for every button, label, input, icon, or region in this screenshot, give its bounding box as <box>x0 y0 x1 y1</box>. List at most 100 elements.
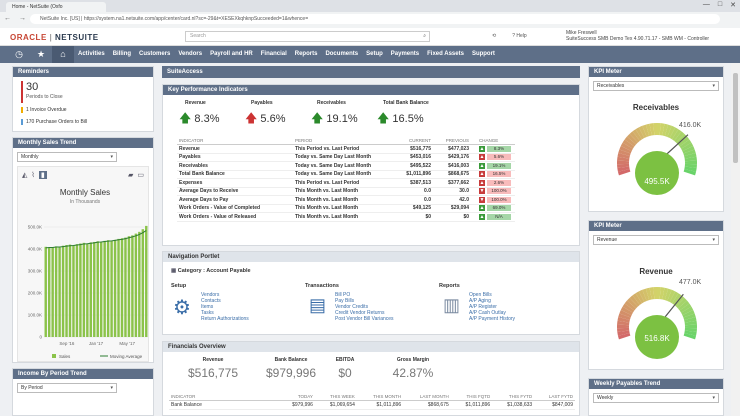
recent-icon[interactable]: ◷ <box>15 49 23 59</box>
reminder-count-label[interactable]: Periods to Close <box>26 94 63 100</box>
nav-link[interactable]: A/P Payment History <box>469 316 516 322</box>
nav-link[interactable]: Tasks <box>201 310 214 316</box>
kpi-headline-value[interactable]: 19.1% <box>326 113 358 125</box>
table-row[interactable]: Average Days to Pay This Month vs. Last M… <box>177 195 515 205</box>
nav-link[interactable]: A/P Register <box>469 304 497 310</box>
col-change: CHANGE <box>471 136 515 145</box>
scrollbar-thumb[interactable] <box>733 73 738 163</box>
bar-chart-icon[interactable]: ▮ <box>38 171 47 179</box>
table-row[interactable]: Payables Today vs. Same Day Last Month $45… <box>177 153 515 162</box>
nav-link[interactable]: Vendor Credits <box>335 304 369 310</box>
chart-view-icon[interactable]: ▰ <box>127 172 134 179</box>
page-scrollbar[interactable] <box>731 63 740 416</box>
nav-link[interactable]: Credit Vendor Returns <box>335 310 385 316</box>
gauge-band <box>669 127 679 140</box>
gauge-band <box>645 287 652 301</box>
kpi-headline-value[interactable]: 16.5% <box>392 113 424 125</box>
browser-tab[interactable]: Home - NetSuite (Oxfo <box>6 2 106 12</box>
metric-value[interactable]: $516,775 <box>187 366 239 380</box>
table-row[interactable]: Work Orders - Value of Completed This Mon… <box>177 204 515 213</box>
line-chart-icon[interactable]: ⌇ <box>31 172 35 179</box>
nav-link[interactable]: Vendors <box>201 292 220 298</box>
area-chart-icon[interactable]: ◭ <box>22 172 28 179</box>
gauge-band <box>682 145 695 154</box>
minimize-icon[interactable]: — <box>702 1 710 8</box>
close-icon[interactable]: ✕ <box>730 2 736 9</box>
nav-vendors[interactable]: Vendors <box>178 51 203 57</box>
gauge-target-label: 416.0K <box>679 122 702 129</box>
kpi-headline-value[interactable]: 8.3% <box>194 113 220 125</box>
nav-documents[interactable]: Documents <box>325 51 359 57</box>
recent-records-icon[interactable]: ⟲ <box>492 33 497 39</box>
user-menu[interactable]: Mike Freswell SuiteSuccess SMB Demo Tex … <box>566 30 709 42</box>
chart-export-icon[interactable]: ▭ <box>137 172 144 179</box>
sales-bar <box>79 243 82 337</box>
monthly-sales-title: Monthly Sales Trend <box>13 138 153 148</box>
oracle-netsuite-logo[interactable]: ORACLE | NETSUITE <box>10 33 99 42</box>
sales-bar <box>138 231 141 337</box>
nav-support[interactable]: Support <box>471 51 495 57</box>
nav-setup[interactable]: Setup <box>366 51 383 57</box>
metric-value[interactable]: 42.87% <box>392 366 434 380</box>
nav-link[interactable]: Post Vendor Bill Variances <box>335 316 394 322</box>
weekly-payables-select[interactable]: Weekly <box>593 393 719 403</box>
monthly-sales-select[interactable]: Monthly <box>17 152 117 162</box>
nav-financial[interactable]: Financial <box>260 51 287 57</box>
maximize-icon[interactable]: □ <box>717 1 723 8</box>
income-period-select[interactable]: By Period <box>17 383 117 393</box>
nav-activities[interactable]: Activities <box>78 51 105 57</box>
reminder-item[interactable]: 1 Invoice Overdue <box>21 107 67 113</box>
table-row[interactable]: Expenses This Period vs. Last Period $387,… <box>177 178 515 188</box>
nav-link[interactable]: Bill PO <box>335 292 351 298</box>
search-icon[interactable]: ⌕ <box>423 33 426 39</box>
reminder-count[interactable]: 30 <box>26 81 39 93</box>
nav-billing[interactable]: Billing <box>112 51 132 57</box>
monthly-sales-chart: Monthly Sales In Thousands 500.0K 400.0K 300… <box>28 188 148 359</box>
help-button[interactable]: ? Help <box>512 33 526 39</box>
kpi-previous: 30.0 <box>433 187 471 196</box>
nav-link[interactable]: Contacts <box>201 298 221 304</box>
kpi-previous: $29,094 <box>433 204 471 213</box>
monthly-sales-chart-area: ◭ ⌇ ▮ ▰ ▭ Monthly Sales In Thousands 500.0… <box>17 166 149 362</box>
nav-link[interactable]: Open Bills <box>469 292 492 298</box>
metric-value[interactable]: $979,996 <box>265 366 317 380</box>
table-row[interactable]: Bank Balance $979,996 $1,069,654 $1,011,… <box>169 400 575 410</box>
nav-reports[interactable]: Reports <box>294 51 318 57</box>
global-search-input[interactable]: Search ⌕ <box>185 31 430 42</box>
nav-link[interactable]: Pay Bills <box>335 298 355 304</box>
nav-link[interactable]: Items <box>201 304 214 310</box>
address-bar[interactable]: NetSuite Inc. [US] | https://system.na1.… <box>30 14 720 24</box>
transactions-document-icon: ▤ <box>309 295 327 315</box>
x-tick-label: May '17 <box>119 341 135 346</box>
browser-nav-icons[interactable]: ← → ⟳ <box>4 15 43 22</box>
table-row[interactable]: Revenue This Period vs. Last Period $516,7… <box>177 144 515 154</box>
category-value[interactable]: Account Payable <box>206 268 251 274</box>
gauge-band <box>667 125 676 139</box>
income-period-portlet: Income By Period Trend By Period <box>12 368 154 416</box>
home-icon[interactable]: ⌂ <box>52 46 74 63</box>
metric-value[interactable]: $0 <box>338 366 352 380</box>
favorites-star-icon[interactable]: ★ <box>36 49 46 59</box>
kpi-current: 0.0 <box>395 187 433 196</box>
nav-payments[interactable]: Payments <box>390 51 420 57</box>
tab-bar: Home - NetSuite (Oxfo <box>0 0 740 12</box>
nav-fixed-assets[interactable]: Fixed Assets <box>427 51 464 57</box>
table-row[interactable]: Work Orders - Value of Released This Mont… <box>177 212 515 222</box>
table-row[interactable]: Receivables Today vs. Same Day Last Month… <box>177 161 515 171</box>
sales-bar <box>58 247 61 337</box>
nav-link[interactable]: Return Authorizations <box>201 316 249 322</box>
nav-customers[interactable]: Customers <box>139 51 171 57</box>
gauge-band <box>645 123 652 137</box>
kpi-meter-select[interactable]: Receivables <box>593 81 719 91</box>
kpi-headline-value[interactable]: 5.6% <box>260 113 286 125</box>
table-row[interactable]: Average Days to Receive This Month vs. La… <box>177 187 515 196</box>
kpi-period: Today vs. Same Day Last Month <box>293 153 395 162</box>
nav-link[interactable]: A/P Aging <box>469 298 491 304</box>
nav-payroll-hr[interactable]: Payroll and HR <box>210 51 253 57</box>
kpi-meter-select[interactable]: Revenue <box>593 235 719 245</box>
table-row[interactable]: Total Bank Balance Today vs. Same Day Las… <box>177 170 515 179</box>
nav-link[interactable]: A/P Cash Outlay <box>469 310 506 316</box>
change-up-red-icon: ▲ <box>479 154 485 161</box>
col-current: CURRENT <box>395 136 433 145</box>
reminder-item[interactable]: 170 Purchase Orders to Bill <box>21 119 87 125</box>
